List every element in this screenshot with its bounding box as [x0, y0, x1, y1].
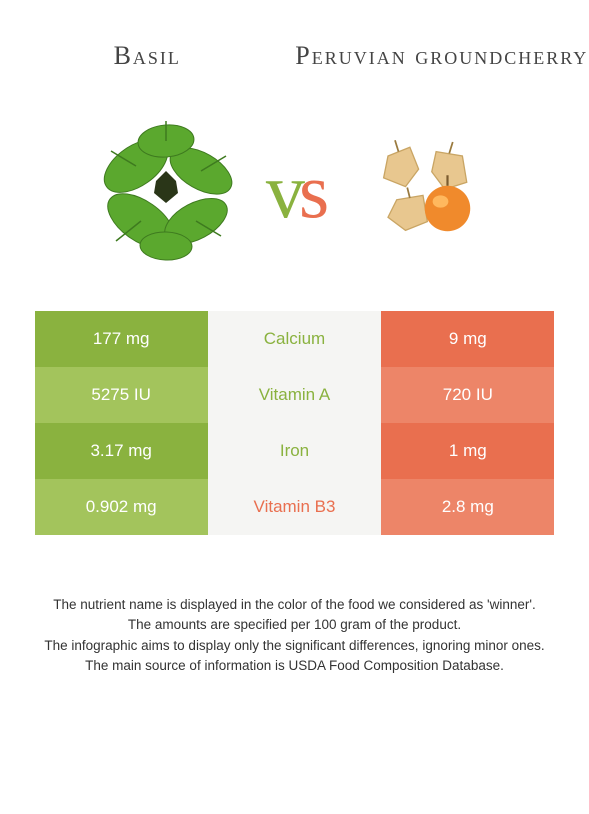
table-row: 3.17 mgIron1 mg — [35, 423, 555, 479]
vs-label: vs — [266, 146, 323, 236]
header-row: Basil Peruvian groundcherry — [0, 0, 589, 91]
comparison-table: 177 mgCalcium9 mg5275 IUVitamin A720 IU3… — [35, 311, 555, 535]
right-value: 720 IU — [381, 367, 554, 423]
footnote-line: The nutrient name is displayed in the co… — [20, 595, 569, 615]
left-value: 3.17 mg — [35, 423, 208, 479]
footnote-line: The amounts are specified per 100 gram o… — [20, 615, 569, 635]
right-value: 2.8 mg — [381, 479, 554, 535]
right-food-title: Peruvian groundcherry — [295, 40, 589, 71]
footnotes: The nutrient name is displayed in the co… — [0, 535, 589, 676]
vs-s: s — [299, 147, 323, 234]
table-row: 5275 IUVitamin A720 IU — [35, 367, 555, 423]
nutrient-name: Iron — [208, 423, 381, 479]
left-food-title: Basil — [0, 40, 295, 71]
footnote-line: The infographic aims to display only the… — [20, 636, 569, 656]
nutrient-name: Vitamin B3 — [208, 479, 381, 535]
table-row: 177 mgCalcium9 mg — [35, 311, 555, 367]
vs-v: v — [266, 147, 299, 234]
images-row: vs — [0, 91, 589, 311]
right-value: 9 mg — [381, 311, 554, 367]
left-value: 5275 IU — [35, 367, 208, 423]
left-value: 177 mg — [35, 311, 208, 367]
groundcherry-illustration — [343, 111, 503, 271]
right-value: 1 mg — [381, 423, 554, 479]
basil-illustration — [86, 111, 246, 271]
left-value: 0.902 mg — [35, 479, 208, 535]
nutrient-name: Calcium — [208, 311, 381, 367]
table-row: 0.902 mgVitamin B32.8 mg — [35, 479, 555, 535]
footnote-line: The main source of information is USDA F… — [20, 656, 569, 676]
nutrient-name: Vitamin A — [208, 367, 381, 423]
